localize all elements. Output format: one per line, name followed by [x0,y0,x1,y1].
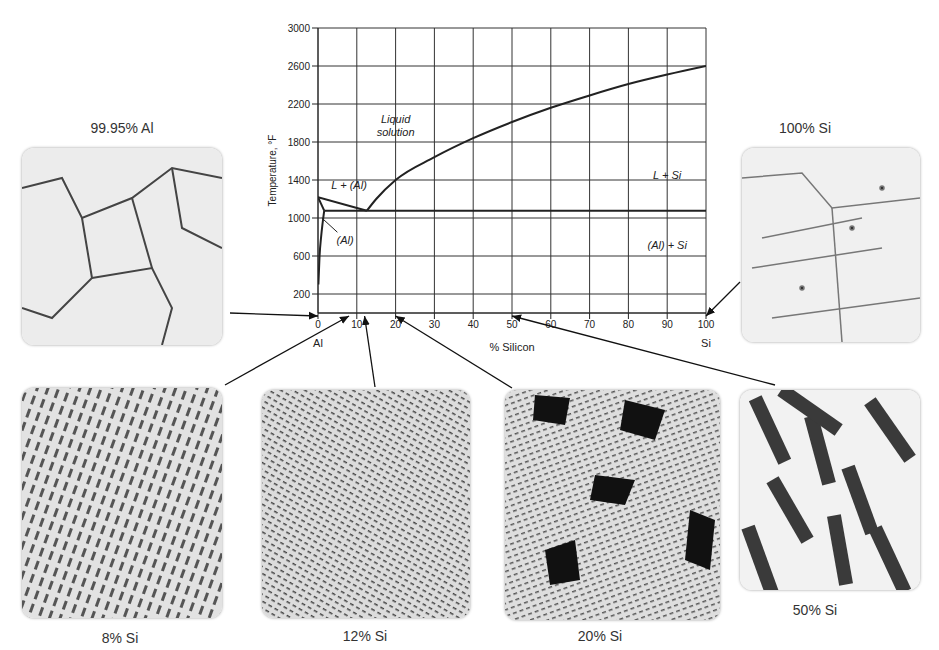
svg-text:Si: Si [701,337,711,349]
svg-text:L + (Al): L + (Al) [331,179,367,191]
svg-text:Temperature, °F: Temperature, °F [267,135,278,207]
svg-text:1000: 1000 [288,213,311,224]
svg-text:600: 600 [293,251,310,262]
svg-text:1800: 1800 [288,137,311,148]
html-text:100% Si: 100% Si [778,120,832,136]
svg-text:100: 100 [698,319,715,330]
svg-text:80: 80 [623,319,635,330]
svg-text:90: 90 [662,319,674,330]
svg-text:2600: 2600 [288,61,311,72]
svg-text:50: 50 [506,319,518,330]
svg-text:L + Si: L + Si [653,169,682,181]
svg-text:(Al): (Al) [337,234,354,246]
svg-text:10: 10 [351,319,363,330]
svg-text:(Al) + Si: (Al) + Si [647,239,687,251]
svg-text:60: 60 [545,319,557,330]
html-text:20% Si: 20% Si [577,628,623,644]
svg-text:1400: 1400 [288,175,311,186]
svg-text:% Silicon: % Silicon [489,341,534,353]
svg-text:200: 200 [293,289,310,300]
svg-text:20: 20 [390,319,402,330]
svg-text:0: 0 [315,319,321,330]
html-text:12% Si: 12% Si [342,628,388,644]
svg-text:40: 40 [468,319,480,330]
svg-text:Al: Al [313,337,323,349]
html-text:99.95% Al: 99.95% Al [90,120,154,136]
svg-text:30: 30 [429,319,441,330]
html-text:50% Si: 50% Si [792,602,838,618]
svg-text:Liquidsolution: Liquidsolution [377,113,415,138]
svg-text:70: 70 [584,319,596,330]
html-text:8% Si: 8% Si [101,630,139,646]
svg-text:3000: 3000 [288,23,311,34]
svg-text:2200: 2200 [288,99,311,110]
